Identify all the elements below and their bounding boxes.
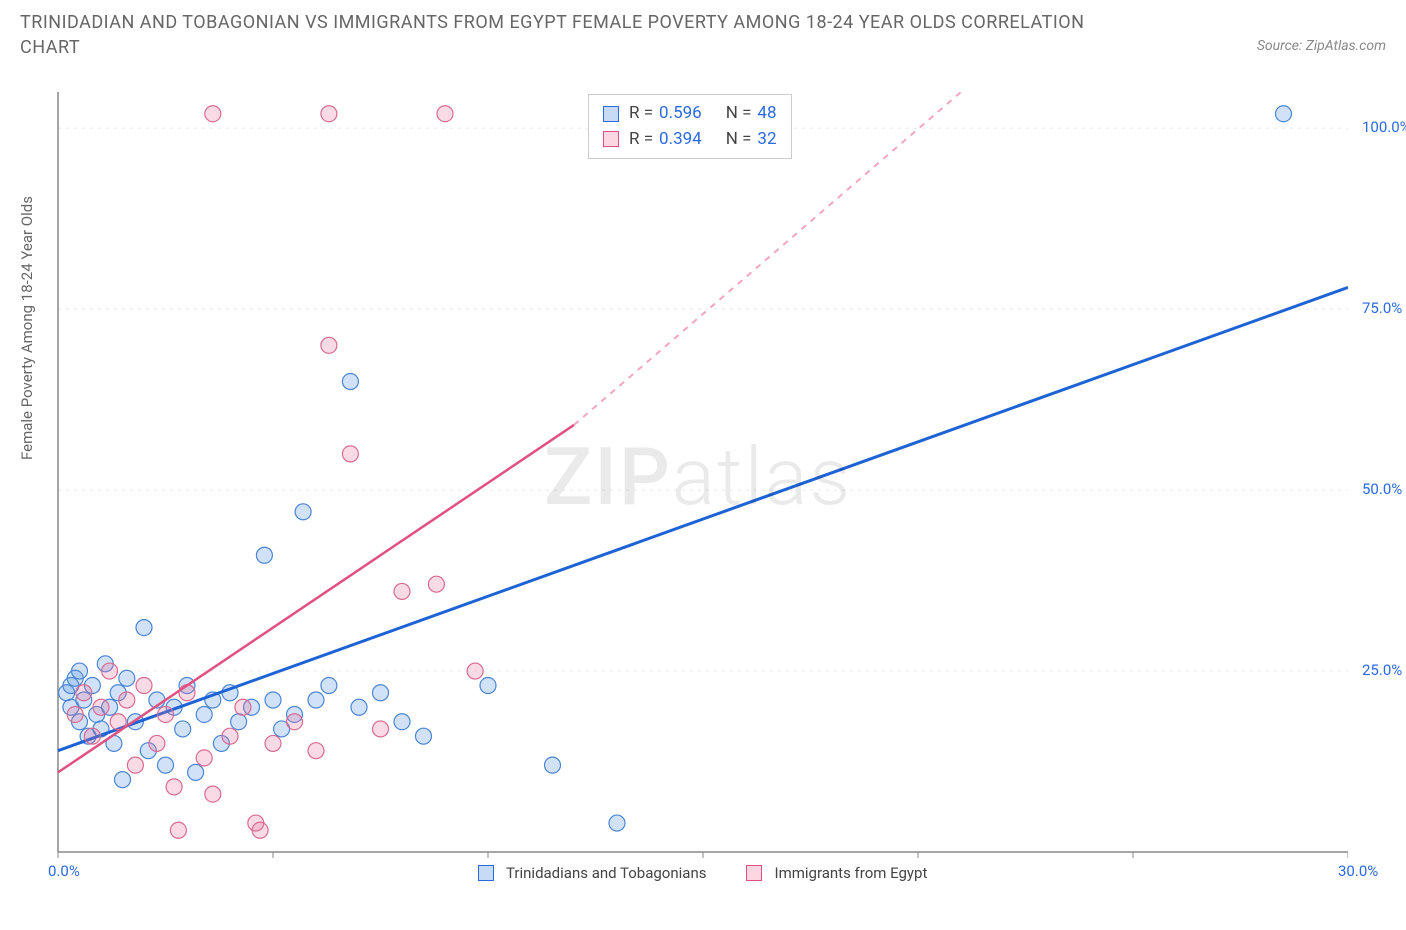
data-point [102, 663, 118, 679]
legend-label: Trinidadians and Tobagonians [506, 864, 706, 882]
data-point [136, 678, 152, 694]
data-point [308, 743, 324, 759]
n-value: 48 [757, 101, 776, 127]
data-point [205, 106, 221, 122]
legend-item: Trinidadians and Tobagonians [478, 864, 706, 882]
data-point [287, 714, 303, 730]
x-tick-label: 30.0% [1338, 862, 1378, 880]
series-swatch [746, 865, 762, 881]
data-point [321, 106, 337, 122]
data-point [545, 757, 561, 773]
data-point [373, 685, 389, 701]
stats-legend-box: R = 0.596 N = 48 R = 0.394 N = 32 [588, 94, 792, 159]
data-point [256, 547, 272, 563]
data-point [308, 692, 324, 708]
data-point [76, 685, 92, 701]
data-point [321, 678, 337, 694]
data-point [136, 620, 152, 636]
data-point [166, 779, 182, 795]
y-tick-label: 75.0% [1362, 299, 1402, 317]
y-axis-label: Female Poverty Among 18-24 Year Olds [18, 196, 36, 460]
data-point [115, 772, 131, 788]
n-label: N = [726, 101, 752, 127]
data-point [609, 815, 625, 831]
data-point [84, 728, 100, 744]
data-point [428, 576, 444, 592]
data-point [158, 757, 174, 773]
r-label: R = [629, 127, 653, 153]
scatter-chart [48, 92, 1348, 892]
legend-label: Immigrants from Egypt [774, 864, 927, 882]
data-point [373, 721, 389, 737]
trend-line [58, 425, 574, 772]
data-point [342, 446, 358, 462]
data-point [480, 678, 496, 694]
data-point [1276, 106, 1292, 122]
data-point [175, 721, 191, 737]
data-point [351, 699, 367, 715]
data-point [127, 757, 143, 773]
data-point [196, 750, 212, 766]
n-label: N = [726, 127, 752, 153]
y-tick-label: 100.0% [1362, 118, 1406, 136]
r-value: 0.394 [659, 127, 702, 153]
data-point [252, 822, 268, 838]
data-point [265, 692, 281, 708]
data-point [321, 337, 337, 353]
data-point [196, 706, 212, 722]
data-point [231, 714, 247, 730]
data-point [416, 728, 432, 744]
y-tick-label: 25.0% [1362, 661, 1402, 679]
data-point [295, 504, 311, 520]
data-point [149, 735, 165, 751]
stats-row: R = 0.394 N = 32 [603, 127, 777, 153]
trend-line [58, 287, 1348, 750]
data-point [437, 106, 453, 122]
series-legend: Trinidadians and Tobagonians Immigrants f… [478, 864, 927, 882]
series-swatch [478, 865, 494, 881]
data-point [179, 685, 195, 701]
source-attribution: Source: ZipAtlas.com [1257, 38, 1386, 54]
data-point [342, 374, 358, 390]
data-point [158, 706, 174, 722]
stats-row: R = 0.596 N = 48 [603, 101, 777, 127]
r-value: 0.596 [659, 101, 702, 127]
data-point [119, 692, 135, 708]
r-label: R = [629, 101, 653, 127]
data-point [119, 670, 135, 686]
data-point [205, 786, 221, 802]
data-point [394, 583, 410, 599]
data-point [265, 735, 281, 751]
legend-item: Immigrants from Egypt [746, 864, 927, 882]
n-value: 32 [757, 127, 776, 153]
data-point [188, 764, 204, 780]
data-point [235, 699, 251, 715]
data-point [394, 714, 410, 730]
data-point [467, 663, 483, 679]
data-point [93, 699, 109, 715]
data-point [170, 822, 186, 838]
chart-area: ZIPatlas R = 0.596N = 48R = 0.394N = 32 … [48, 92, 1348, 862]
y-tick-label: 50.0% [1362, 480, 1402, 498]
data-point [67, 706, 83, 722]
series-swatch [603, 106, 619, 122]
data-point [222, 728, 238, 744]
x-tick-label: 0.0% [48, 862, 80, 880]
chart-title: TRINIDADIAN AND TOBAGONIAN VS IMMIGRANTS… [20, 10, 1120, 60]
series-swatch [603, 131, 619, 147]
data-point [72, 663, 88, 679]
